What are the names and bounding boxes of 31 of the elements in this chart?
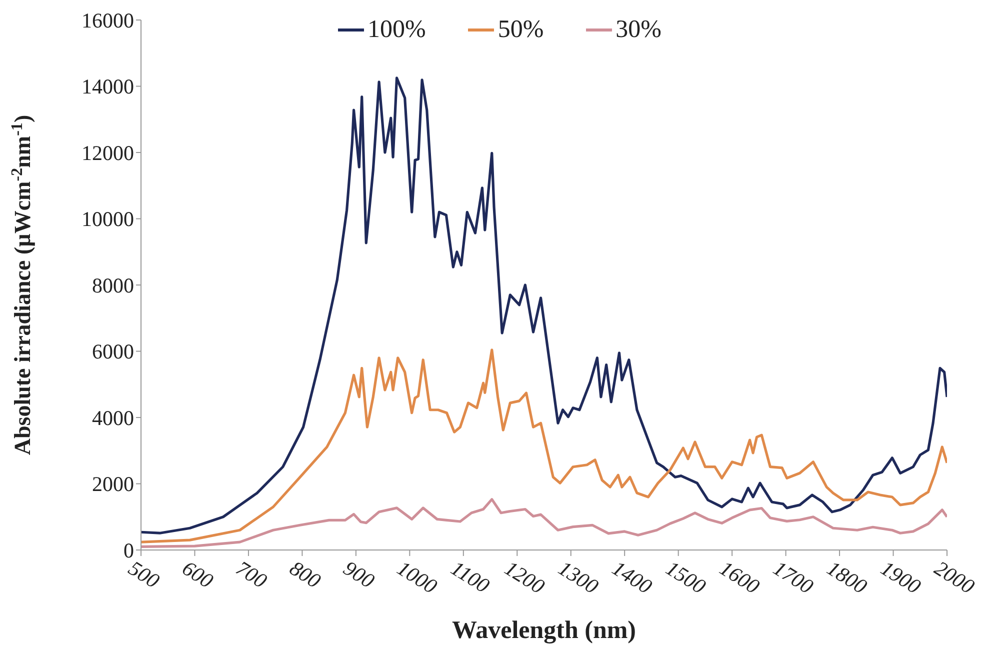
x-tick-label: 1400 (608, 556, 657, 599)
y-tick-label: 14000 (82, 74, 134, 99)
line-series (141, 348, 947, 544)
x-axis-title: Wavelength (nm) (452, 617, 636, 644)
x-tick-label: 1500 (662, 556, 710, 599)
x-tick-label: 900 (339, 556, 380, 594)
x-tick-label: 800 (286, 556, 326, 594)
x-tick-label: 1700 (769, 556, 818, 599)
y-tick-label: 10000 (82, 207, 134, 232)
x-tick-label: 1900 (876, 556, 926, 599)
x-tick-label: 1600 (715, 556, 764, 599)
x-tick-label: 1800 (822, 556, 872, 599)
x-tick-label: 1000 (393, 556, 442, 599)
y-tick-label: 8000 (92, 273, 134, 298)
y-tick-label: 4000 (92, 406, 134, 430)
x-tick-label: 1200 (500, 556, 550, 599)
y-tick-label: 2000 (92, 472, 134, 496)
x-tick-label: 600 (178, 556, 218, 594)
x-tick-label: 1100 (446, 556, 494, 598)
legend-label: 100% (368, 16, 426, 44)
y-tick-label: 16000 (82, 8, 134, 32)
legend-label: 50% (498, 16, 544, 44)
line-series (141, 76, 947, 534)
x-tick-label: 700 (232, 556, 272, 594)
y-tick-label: 12000 (82, 140, 134, 165)
x-tick-label: 1300 (554, 556, 603, 599)
line-series (141, 498, 947, 548)
x-tick-label: 2000 (930, 556, 980, 599)
y-tick-label: 6000 (92, 340, 134, 364)
legend-label: 30% (616, 16, 662, 44)
y-tick-label: 0 (124, 538, 134, 562)
